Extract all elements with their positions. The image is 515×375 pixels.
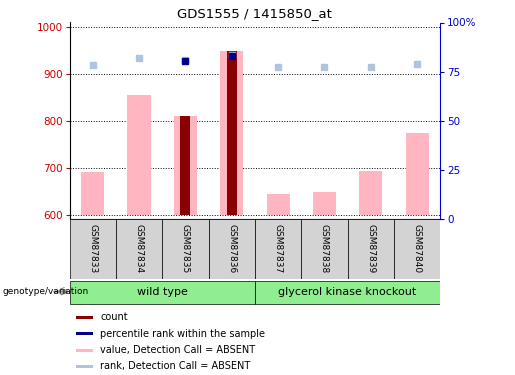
- Bar: [267, 194, 289, 214]
- Bar: [76, 365, 93, 368]
- Bar: [301, 219, 348, 279]
- Bar: [76, 332, 93, 335]
- Bar: [220, 51, 243, 214]
- Bar: [180, 116, 191, 214]
- Bar: [359, 171, 382, 214]
- Bar: [81, 172, 104, 214]
- Bar: [174, 116, 197, 214]
- Bar: [128, 95, 150, 214]
- Text: genotype/variation: genotype/variation: [3, 287, 89, 296]
- Bar: [76, 349, 93, 351]
- Bar: [70, 219, 116, 279]
- Bar: [405, 133, 428, 214]
- Text: value, Detection Call = ABSENT: value, Detection Call = ABSENT: [100, 345, 255, 355]
- Bar: [348, 219, 394, 279]
- Text: GSM87838: GSM87838: [320, 224, 329, 273]
- Bar: [116, 219, 162, 279]
- Text: wild type: wild type: [137, 287, 187, 297]
- Bar: [255, 280, 440, 304]
- Bar: [255, 219, 301, 279]
- Bar: [209, 219, 255, 279]
- Text: GSM87839: GSM87839: [366, 224, 375, 273]
- Text: GSM87840: GSM87840: [413, 224, 422, 273]
- Text: GSM87836: GSM87836: [227, 224, 236, 273]
- Text: count: count: [100, 312, 128, 322]
- Bar: [313, 192, 336, 214]
- Text: GSM87835: GSM87835: [181, 224, 190, 273]
- Bar: [394, 219, 440, 279]
- Bar: [227, 51, 237, 214]
- Text: glycerol kinase knockout: glycerol kinase knockout: [279, 287, 417, 297]
- Bar: [162, 219, 209, 279]
- Text: percentile rank within the sample: percentile rank within the sample: [100, 328, 265, 339]
- Title: GDS1555 / 1415850_at: GDS1555 / 1415850_at: [178, 7, 332, 20]
- Text: GSM87834: GSM87834: [134, 224, 144, 273]
- Text: GSM87833: GSM87833: [88, 224, 97, 273]
- Bar: [76, 316, 93, 319]
- Text: GSM87837: GSM87837: [273, 224, 283, 273]
- Text: rank, Detection Call = ABSENT: rank, Detection Call = ABSENT: [100, 362, 250, 372]
- Bar: [70, 280, 255, 304]
